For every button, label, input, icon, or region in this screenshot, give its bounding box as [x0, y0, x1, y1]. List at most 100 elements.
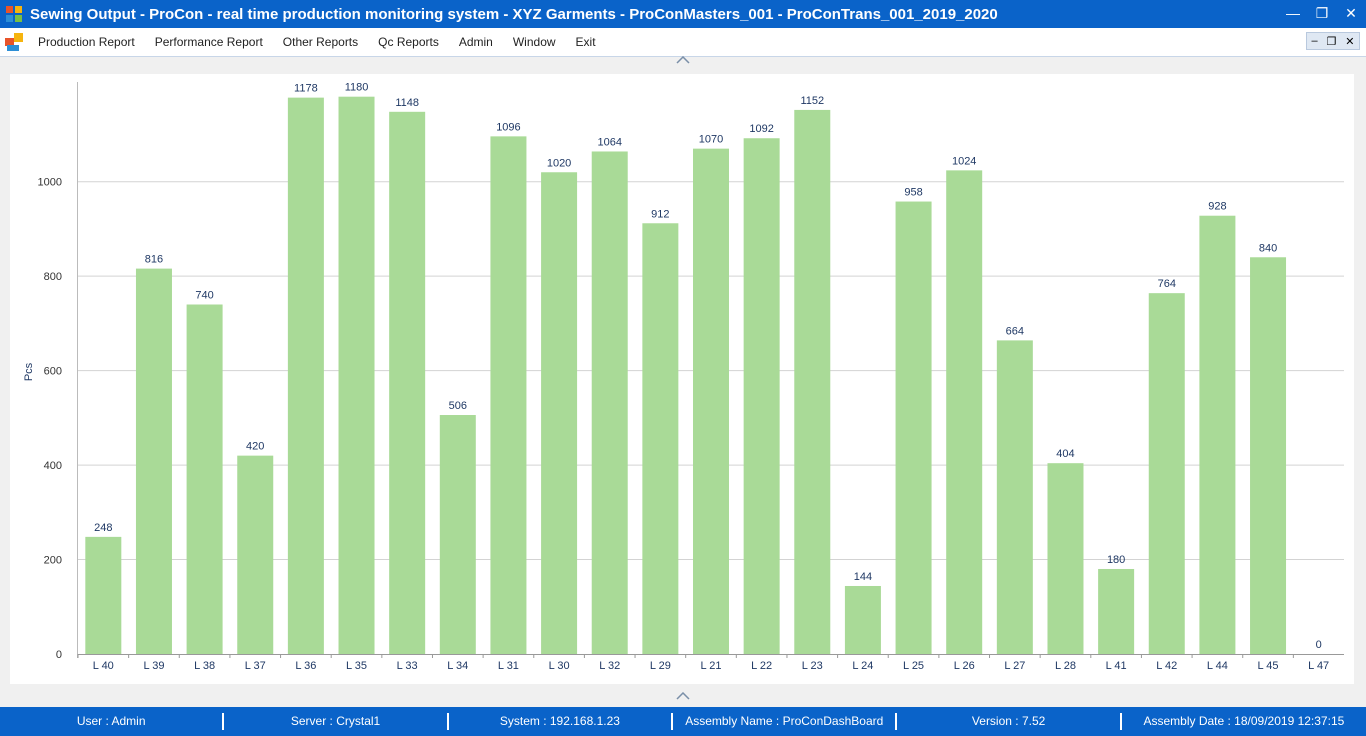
status-system: System : 192.168.1.23 [449, 713, 674, 730]
bar [642, 223, 679, 655]
bar [389, 111, 426, 654]
x-tick-label: L 39 [143, 660, 164, 672]
bar [794, 109, 831, 654]
data-label: 664 [1006, 325, 1024, 337]
data-label: 1180 [345, 82, 369, 94]
x-tick-label: L 25 [903, 660, 924, 672]
menu-items: Production Report Performance Report Oth… [28, 28, 606, 56]
menu-bar: Production Report Performance Report Oth… [0, 28, 1366, 57]
x-tick-label: L 36 [295, 660, 316, 672]
data-label: 404 [1056, 448, 1074, 460]
x-tick-label: L 31 [498, 660, 519, 672]
data-label: 420 [246, 441, 264, 453]
data-label: 1152 [800, 95, 824, 107]
x-tick-label: L 23 [802, 660, 823, 672]
bar [338, 96, 375, 654]
y-tick-label: 0 [56, 649, 62, 661]
bar [439, 415, 476, 654]
x-tick-label: L 37 [245, 660, 266, 672]
x-tick-label: L 42 [1156, 660, 1177, 672]
x-tick-label: L 35 [346, 660, 367, 672]
data-label: 1064 [597, 136, 621, 148]
x-tick-label: L 41 [1106, 660, 1127, 672]
bar [996, 340, 1033, 654]
x-tick-label: L 28 [1055, 660, 1076, 672]
x-tick-label: L 38 [194, 660, 215, 672]
data-label: 248 [94, 522, 112, 534]
menu-other-reports[interactable]: Other Reports [282, 35, 359, 49]
bar [186, 304, 223, 654]
status-server: Server : Crystal1 [224, 713, 449, 730]
bar [1199, 215, 1236, 654]
data-label: 1092 [749, 123, 773, 135]
data-label: 506 [449, 400, 467, 412]
x-tick-label: L 29 [650, 660, 671, 672]
bar [85, 536, 122, 654]
mdi-close-button[interactable]: ✕ [1345, 35, 1355, 48]
title-bar: Sewing Output - ProCon - real time produ… [0, 0, 1366, 28]
mdi-minimize-button[interactable]: – [1311, 35, 1318, 47]
data-label: 816 [145, 254, 163, 266]
bar [1098, 568, 1135, 654]
y-tick-label: 200 [44, 555, 62, 567]
restore-button[interactable]: ❐ [1315, 5, 1329, 21]
splitter-collapse-icon[interactable] [676, 56, 690, 64]
data-label: 1148 [395, 97, 419, 109]
bar [844, 585, 881, 654]
x-tick-label: L 32 [599, 660, 620, 672]
bar [946, 170, 983, 654]
status-user: User : Admin [0, 713, 225, 730]
data-label: 144 [854, 571, 872, 583]
x-tick-label: L 21 [700, 660, 721, 672]
data-label: 928 [1208, 201, 1226, 213]
data-label: 180 [1107, 554, 1125, 566]
minimize-button[interactable]: — [1286, 5, 1300, 21]
y-tick-label: 800 [44, 271, 62, 283]
menu-window[interactable]: Window [512, 35, 556, 49]
y-tick-label: 400 [44, 460, 62, 472]
x-tick-label: L 27 [1004, 660, 1025, 672]
bar [541, 172, 578, 654]
app-menu-icon[interactable] [4, 32, 24, 52]
menu-exit[interactable]: Exit [575, 35, 596, 49]
mdi-restore-button[interactable]: ❐ [1326, 35, 1337, 48]
menu-performance-report[interactable]: Performance Report [154, 35, 263, 49]
mdi-controls: – ❐ ✕ [1306, 32, 1360, 50]
x-tick-label: L 45 [1258, 660, 1279, 672]
bar [591, 151, 628, 654]
splitter-expand-icon[interactable] [676, 692, 690, 700]
sewing-output-chart: 0 200 400 600 800 1000 Pcs 248 L 40 816 L 39 740 L 3… [23, 82, 1344, 672]
bar [693, 148, 729, 654]
data-label: 958 [904, 187, 922, 199]
status-version: Version : 7.52 [897, 713, 1122, 730]
x-tick-label: L 40 [93, 660, 114, 672]
x-tick-label: L 26 [954, 660, 975, 672]
menu-admin[interactable]: Admin [458, 35, 493, 49]
bar [743, 138, 780, 654]
x-tick-label: L 30 [549, 660, 570, 672]
data-label: 1024 [952, 155, 976, 167]
data-label: 912 [651, 208, 669, 220]
y-tick-label: 600 [44, 366, 62, 378]
data-label: 764 [1158, 278, 1176, 290]
close-button[interactable]: ✕ [1345, 5, 1357, 21]
x-tick-label: L 34 [447, 660, 468, 672]
status-bar: User : Admin Server : Crystal1 System : … [0, 707, 1366, 736]
bar [237, 455, 274, 654]
bar [287, 97, 324, 654]
x-tick-label: L 24 [852, 660, 873, 672]
status-assembly-date: Assembly Date : 18/09/2019 12:37:15 [1143, 714, 1345, 728]
bar [1047, 463, 1084, 654]
data-label: 1020 [547, 157, 571, 169]
x-tick-label: L 22 [751, 660, 772, 672]
x-tick-label: L 47 [1308, 660, 1329, 672]
y-axis-label: Pcs [23, 362, 35, 381]
status-assembly-name: Assembly Name : ProConDashBoard [673, 713, 898, 730]
data-label: 840 [1259, 242, 1277, 254]
menu-production-report[interactable]: Production Report [38, 35, 135, 49]
menu-qc-reports[interactable]: Qc Reports [378, 35, 439, 49]
window-title: Sewing Output - ProCon - real time produ… [30, 6, 998, 23]
x-tick-label: L 44 [1207, 660, 1228, 672]
bar [135, 268, 172, 654]
y-tick-label: 1000 [38, 177, 62, 189]
